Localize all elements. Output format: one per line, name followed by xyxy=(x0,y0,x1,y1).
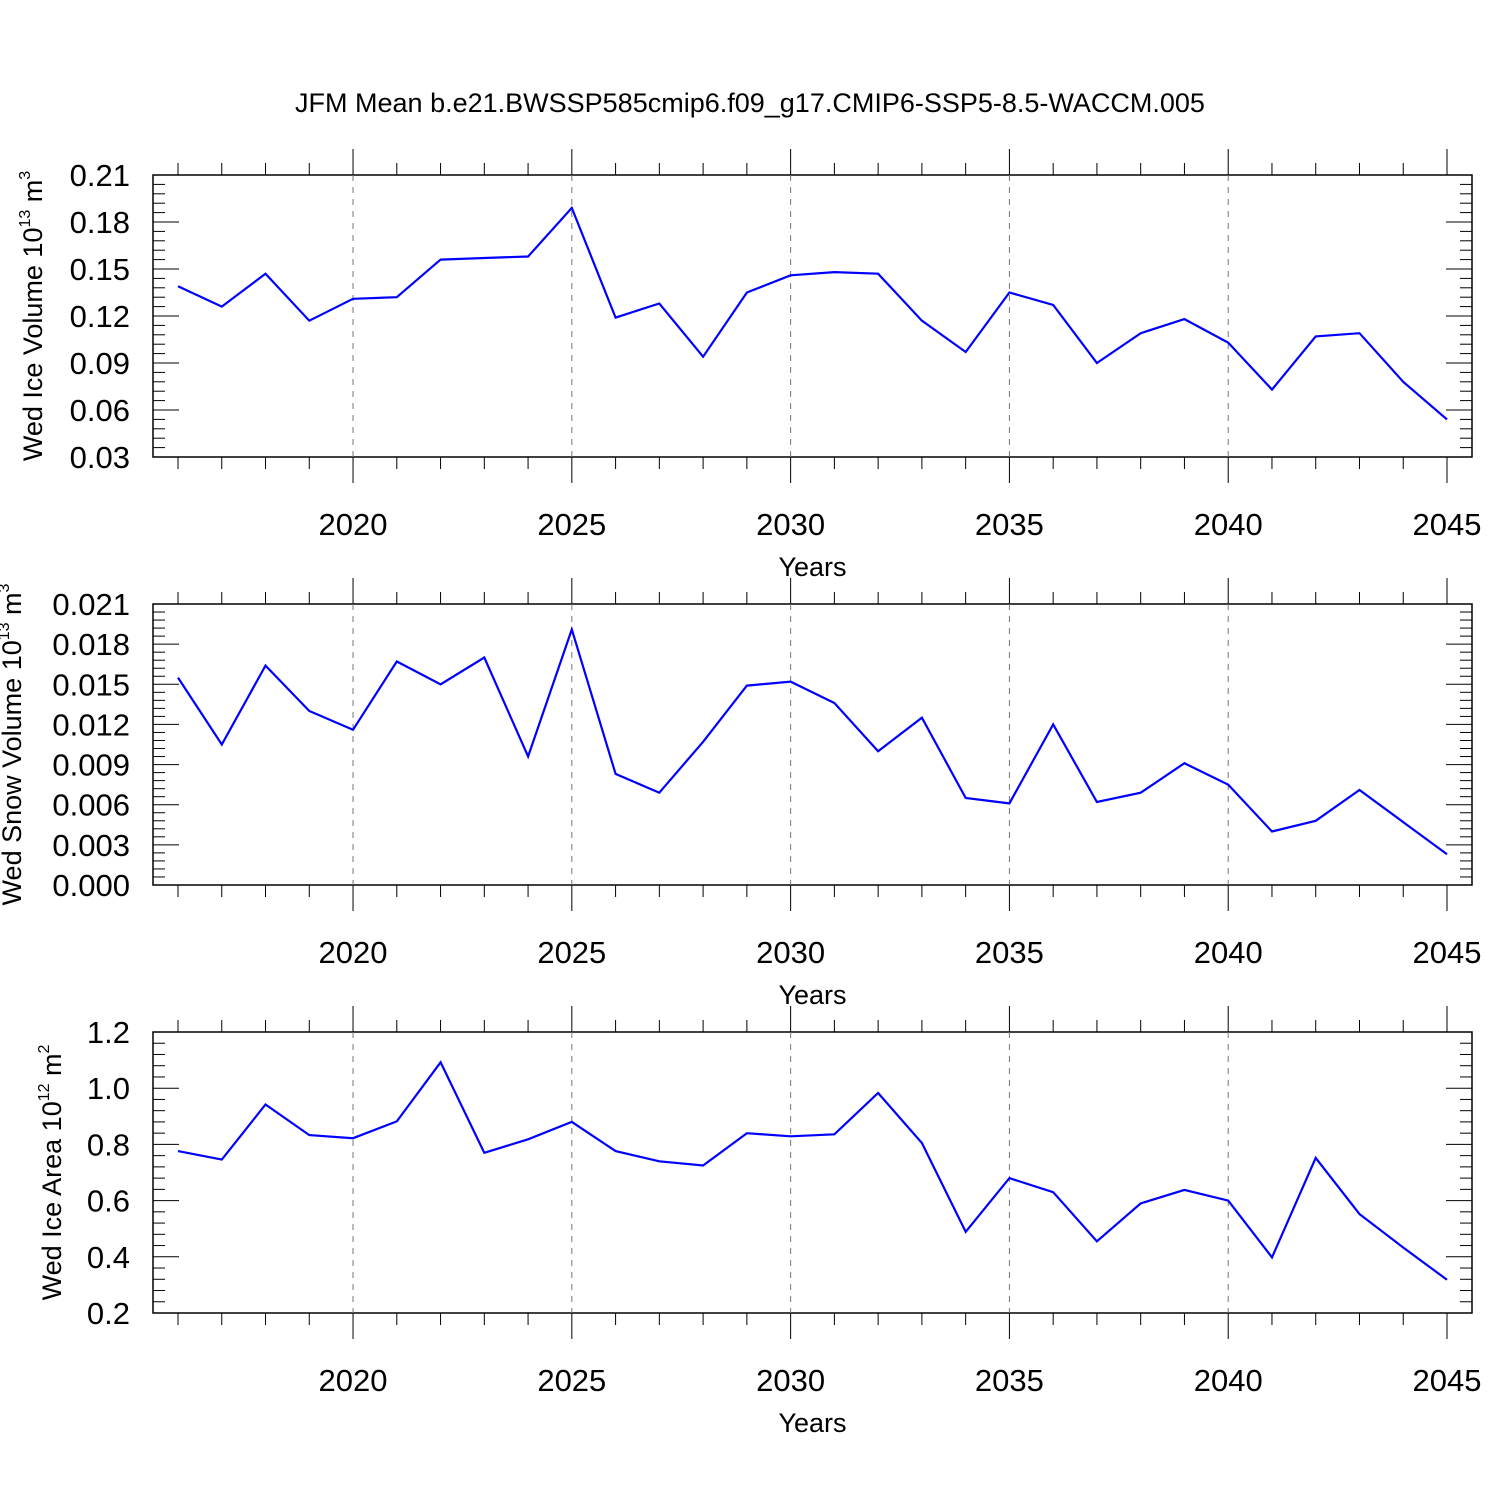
chart-3-xtick-label: 2040 xyxy=(1194,1363,1263,1398)
chart-1-xtick-label: 2030 xyxy=(756,507,825,542)
chart-1-ylabel-exp: 13 xyxy=(17,210,34,228)
chart-2-xtick-label: 2040 xyxy=(1194,935,1263,970)
chart-2-series-line xyxy=(177,625,1448,856)
chart-panel-3: 2020 2025 2030 2035 2040 2045 0.2 0.4 0.6 0.8 1.0 1… xyxy=(36,1006,1481,1438)
chart-1-xtick-label: 2045 xyxy=(1413,507,1482,542)
chart-3-ylabel-unit-exp: 2 xyxy=(36,1044,53,1053)
chart-1-ytick-label: 0.21 xyxy=(70,158,130,193)
chart-3-ylabel-text: Wed Ice Area 10 xyxy=(37,1101,67,1300)
chart-2-ytick-label: 0.015 xyxy=(52,667,130,702)
chart-3-xtick-label: 2030 xyxy=(756,1363,825,1398)
chart-1-ytick-label: 0.12 xyxy=(70,299,130,334)
chart-1-ytick-label: 0.18 xyxy=(70,205,130,240)
chart-1-ylabel: Wed Ice Volume 1013 m3 xyxy=(17,171,48,461)
chart-1-series-line xyxy=(177,205,1448,421)
chart-2-ytick-label: 0.021 xyxy=(52,587,130,622)
chart-2-xtick-label: 2030 xyxy=(756,935,825,970)
chart-1-frame xyxy=(152,174,1473,458)
chart-3-ylabel: Wed Ice Area 1012 m2 xyxy=(36,1044,67,1300)
chart-2-ylabel: Wed Snow Volume 1013 m3 xyxy=(0,583,27,905)
chart-2-ylabel-text: Wed Snow Volume 10 xyxy=(0,640,27,905)
chart-3-xtick-label: 2045 xyxy=(1413,1363,1482,1398)
chart-panel-1: 2020 2025 2030 2035 2040 2045 0.03 0.06 0.09 0.12… xyxy=(17,149,1481,582)
chart-1-ytick-label: 0.09 xyxy=(70,346,130,381)
chart-3-frame xyxy=(152,1031,1473,1314)
chart-3-ylabel-unit: m xyxy=(37,1053,67,1083)
figure-title: JFM Mean b.e21.BWSSP585cmip6.f09_g17.CMI… xyxy=(295,88,1205,118)
chart-2-xtick-label: 2025 xyxy=(537,935,606,970)
chart-3-ytick-label: 0.2 xyxy=(87,1296,130,1331)
chart-3-ytick-label: 1.2 xyxy=(87,1015,130,1050)
chart-1-ytick-label: 0.06 xyxy=(70,393,130,428)
chart-3-ytick-label: 0.4 xyxy=(87,1240,130,1275)
chart-3-xtick-label: 2025 xyxy=(537,1363,606,1398)
chart-1-ylabel-unit-exp: 3 xyxy=(17,171,34,180)
chart-2-ytick-label: 0.018 xyxy=(52,627,130,662)
chart-1-ytick-label: 0.15 xyxy=(70,252,130,287)
chart-2-ytick-label: 0.012 xyxy=(52,707,130,742)
chart-2-ytick-label: 0.000 xyxy=(52,868,130,903)
chart-1-xtick-label: 2035 xyxy=(975,507,1044,542)
chart-3-ytick-label: 0.6 xyxy=(87,1184,130,1219)
chart-3-xlabel: Years xyxy=(778,1408,846,1438)
chart-3-ytick-label: 0.8 xyxy=(87,1127,130,1162)
chart-2-frame xyxy=(152,603,1473,886)
chart-1-xtick-label: 2020 xyxy=(319,507,388,542)
chart-2-ytick-label: 0.003 xyxy=(52,828,130,863)
chart-3-xtick-label: 2035 xyxy=(975,1363,1044,1398)
chart-2-xtick-label: 2020 xyxy=(319,935,388,970)
chart-2-xtick-label: 2045 xyxy=(1413,935,1482,970)
chart-2-ylabel-unit: m xyxy=(0,592,27,622)
chart-panels: 2020 2025 2030 2035 2040 2045 0.03 0.06 0.09 0.12… xyxy=(0,149,1481,1438)
chart-3-xtick-label: 2020 xyxy=(319,1363,388,1398)
chart-3-ylabel-exp: 12 xyxy=(36,1083,53,1101)
chart-3-ytick-label: 1.0 xyxy=(87,1071,130,1106)
chart-1-xtick-label: 2025 xyxy=(537,507,606,542)
chart-2-ylabel-exp: 13 xyxy=(0,622,13,640)
chart-panel-2: 2020 2025 2030 2035 2040 2045 0.000 0.003 0.006 0… xyxy=(0,578,1481,1010)
chart-1-ylabel-text: Wed Ice Volume 10 xyxy=(18,228,48,462)
chart-1-ytick-label: 0.03 xyxy=(70,440,130,475)
chart-2-ytick-label: 0.009 xyxy=(52,748,130,783)
chart-1-xtick-label: 2040 xyxy=(1194,507,1263,542)
chart-2-xtick-label: 2035 xyxy=(975,935,1044,970)
chart-2-ylabel-unit-exp: 3 xyxy=(0,583,13,592)
chart-1-xlabel: Years xyxy=(778,552,846,582)
chart-3-series-line xyxy=(177,1060,1448,1281)
chart-2-xlabel: Years xyxy=(778,980,846,1010)
chart-1-ylabel-unit: m xyxy=(18,180,48,210)
chart-2-ytick-label: 0.006 xyxy=(52,788,130,823)
